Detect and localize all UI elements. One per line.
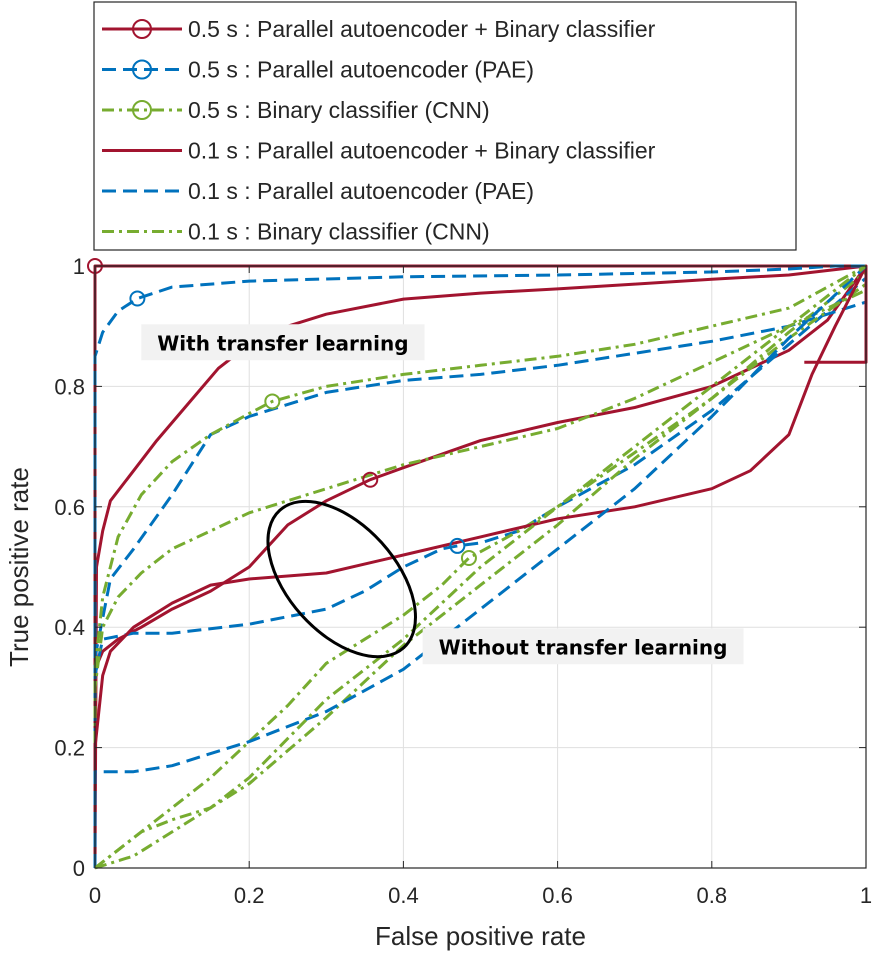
legend-label-1: 0.5 s : Parallel autoencoder + Binary cl…: [188, 16, 656, 42]
legend-box: [93, 1, 797, 251]
x-tick-label-4: 0.8: [697, 883, 728, 908]
highlight-ellipse: [266, 499, 417, 659]
legend-label-4: 0.1 s : Parallel autoencoder + Binary cl…: [188, 138, 656, 164]
roc-curve-series-5: [93, 264, 868, 868]
legend-label-3: 0.5 s : Binary classifier (CNN): [188, 97, 490, 123]
x-tick-label-5: 1: [860, 883, 872, 908]
annotation-text-1: With transfer learning: [157, 331, 408, 355]
legend-label-5: 0.1 s : Parallel autoencoder (PAE): [188, 178, 534, 204]
roc-curve-unlabeled-4: [93, 300, 867, 868]
y-axis-label: True positive rate: [4, 467, 34, 667]
roc-curve-unlabeled-1-marker: [362, 471, 379, 488]
y-tick-label-4: 0.8: [54, 374, 85, 399]
y-tick-label-3: 0.6: [54, 495, 85, 520]
axes-box: [94, 265, 867, 869]
x-tick-label-1: 0.2: [234, 883, 265, 908]
roc-curve-series-4: [93, 265, 868, 868]
x-tick-label-3: 0.6: [542, 883, 573, 908]
annotation-box-1: [141, 324, 425, 361]
y-tick-label-2: 0.4: [54, 615, 85, 640]
x-axis-label: False positive rate: [375, 921, 586, 951]
roc-curve-unlabeled-2: [93, 265, 868, 868]
annotation-box-2: [422, 628, 744, 665]
legend-label-6: 0.1 s : Binary classifier (CNN): [188, 219, 490, 245]
roc-curve-unlabeled-7: [94, 282, 867, 870]
y-tick-label-0: 0: [73, 856, 85, 881]
roc-curve-unlabeled-5-marker: [460, 549, 477, 566]
x-tick-label-2: 0.4: [388, 883, 419, 908]
annotation-text-2: Without transfer learning: [439, 635, 728, 659]
legend-marker-2: [132, 59, 152, 80]
roc-curve-series-3-marker: [264, 393, 281, 410]
y-tick-label-1: 0.2: [54, 736, 85, 761]
roc-curve-unlabeled-5: [94, 270, 867, 870]
legend-marker-1: [132, 19, 152, 39]
roc-curve-series-2: [93, 264, 866, 868]
roc-curve-series-2-marker: [129, 290, 146, 307]
roc-curve-unlabeled-6: [93, 288, 867, 868]
roc-curve-unlabeled-3-marker: [449, 537, 466, 554]
legend-label-2: 0.5 s : Parallel autoencoder (PAE): [188, 57, 534, 83]
y-tick-label-5: 1: [73, 254, 85, 279]
x-tick-label-0: 0: [89, 883, 101, 908]
legend-marker-3: [132, 100, 152, 120]
roc-curve-series-3: [93, 264, 867, 868]
